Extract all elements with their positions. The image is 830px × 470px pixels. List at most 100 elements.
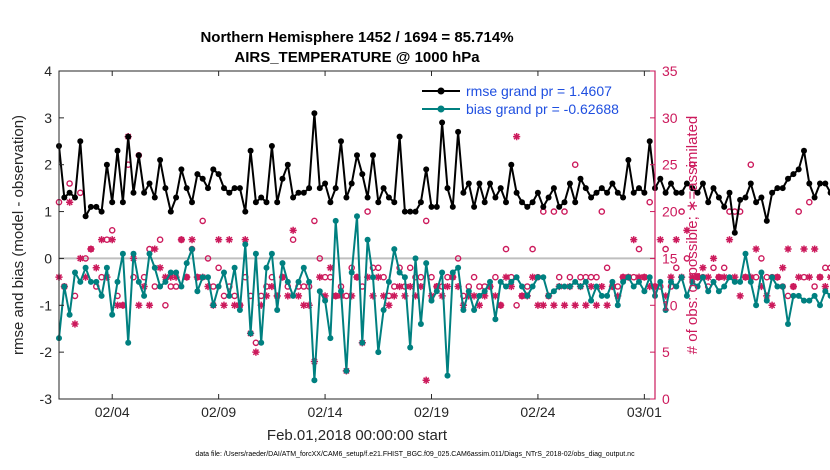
bias-point	[455, 264, 462, 271]
obs-assimilated-point	[475, 301, 483, 309]
rmse-point	[109, 199, 116, 206]
bias-point	[146, 250, 153, 257]
rmse-point	[348, 180, 355, 187]
obs-possible-point	[635, 245, 643, 253]
obs-possible-point	[561, 208, 568, 215]
rmse-point	[199, 175, 206, 182]
obs-possible-point	[555, 273, 563, 281]
rmse-point	[125, 133, 132, 140]
bias-point	[242, 241, 249, 248]
bias-point	[556, 283, 563, 290]
rmse-point	[465, 180, 472, 187]
x-axis-ticks: 02/04 02/09 02/14 02/19 02/24 03/01	[95, 71, 662, 420]
obs-possible-point	[811, 283, 818, 290]
obs-possible-point	[747, 161, 755, 168]
bias-series	[56, 213, 830, 384]
obs-possible-point	[108, 226, 116, 234]
bias-point	[306, 278, 313, 285]
y-right-tick-label: 15	[662, 250, 678, 266]
y-left-tick-label: 2	[44, 157, 52, 173]
rmse-point	[93, 203, 100, 210]
obs-assimilated-point	[231, 301, 239, 309]
obs-possible-point	[454, 255, 462, 262]
rmse-point	[683, 180, 690, 187]
y-right-tick-label: 10	[662, 297, 678, 313]
obs-possible-point	[571, 161, 579, 168]
obs-assimilated-point	[731, 273, 739, 281]
obs-possible-point	[550, 208, 558, 215]
rmse-point	[492, 194, 499, 201]
legend: rmse grand pr = 1.4607 bias grand pr = -…	[422, 83, 619, 117]
bias-point	[588, 297, 595, 304]
rmse-point	[82, 213, 89, 220]
obs-assimilated-point	[252, 348, 260, 356]
rmse-point	[221, 185, 227, 192]
y-left-tick-label: 0	[44, 250, 52, 266]
obs-possible-point	[822, 264, 829, 272]
bias-point	[189, 246, 195, 253]
y-right-axis-ticks: 0 5 10 15 20 25 30 35	[650, 63, 678, 407]
rmse-point	[439, 119, 446, 126]
bias-point	[77, 278, 84, 285]
rmse-point	[811, 194, 818, 201]
bias-point	[604, 292, 611, 299]
rmse-point	[710, 185, 717, 192]
rmse-point	[657, 175, 664, 182]
bias-point	[141, 292, 148, 299]
obs-assimilated-point	[161, 273, 170, 281]
obs-assimilated-point	[811, 245, 819, 253]
y-left-tick-label: 4	[44, 63, 52, 79]
bias-point	[401, 274, 408, 281]
rmse-point	[151, 194, 158, 201]
obs-assimilated-point	[390, 292, 398, 300]
obs-assimilated-point	[268, 282, 276, 291]
rmse-point	[508, 161, 515, 168]
bias-point	[93, 278, 100, 285]
bias-point	[646, 274, 653, 281]
bias-point	[769, 274, 776, 281]
bias-point	[529, 283, 536, 290]
rmse-point	[620, 194, 627, 201]
obs-assimilated-point	[582, 301, 590, 309]
obs-assimilated-point	[401, 292, 409, 300]
rmse-point	[630, 189, 637, 196]
obs-assimilated-point	[454, 282, 462, 291]
rmse-point	[758, 194, 765, 201]
y-left-axis-label: rmse and bias (model - observation)	[10, 115, 27, 355]
bias-point	[215, 283, 222, 290]
obs-assimilated-point	[608, 282, 617, 291]
obs-possible-point	[806, 198, 813, 206]
bias-point	[370, 274, 376, 281]
rmse-point	[449, 203, 456, 210]
y-left-axis-ticks: -3 -2 -1 0 1 2 3 4	[40, 63, 64, 407]
obs-possible-point	[66, 180, 73, 187]
rmse-point	[817, 180, 823, 187]
bias-point	[710, 278, 717, 285]
y-right-tick-label: 30	[662, 110, 678, 126]
legend-rmse-label: rmse grand pr = 1.4607	[466, 83, 612, 99]
bias-point	[577, 283, 584, 290]
rmse-point	[497, 185, 504, 192]
obs-assimilated-point	[204, 282, 212, 291]
y-right-tick-label: 20	[662, 204, 678, 220]
bias-point	[763, 297, 770, 304]
chart-title-line1: Northern Hemisphere 1452 / 1694 = 85.714…	[200, 29, 513, 46]
bias-point	[636, 278, 642, 285]
rmse-point	[460, 189, 467, 196]
obs-assimilated-point	[715, 273, 723, 281]
rmse-point	[433, 203, 440, 210]
rmse-point	[141, 189, 148, 196]
rmse-point	[178, 166, 185, 173]
rmse-point	[370, 152, 376, 159]
rmse-point	[215, 171, 222, 178]
rmse-point	[279, 175, 286, 182]
bias-point	[641, 288, 648, 295]
rmse-point	[561, 199, 568, 206]
obs-possible-point	[311, 217, 318, 225]
bias-point	[471, 307, 478, 313]
bias-point	[61, 283, 68, 290]
bias-point	[66, 311, 73, 318]
obs-possible-point	[603, 264, 611, 272]
obs-assimilated-point	[395, 282, 404, 291]
rmse-point	[77, 138, 84, 145]
